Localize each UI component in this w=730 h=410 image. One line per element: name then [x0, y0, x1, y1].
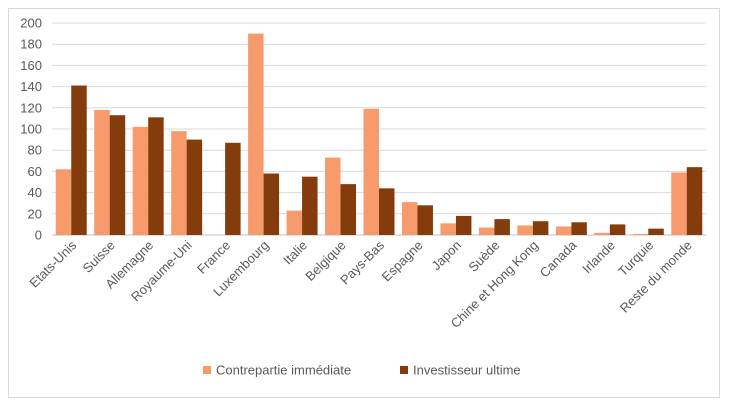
bar-investisseur-ultime — [340, 184, 357, 235]
bar-investisseur-ultime — [417, 205, 433, 235]
bar-investisseur-ultime — [686, 167, 703, 235]
bar-investisseur-ultime — [148, 117, 164, 235]
x-category-label: Etats-Unis — [26, 237, 79, 290]
bar-contrepartie-immediate — [248, 33, 264, 235]
bar-investisseur-ultime — [225, 142, 241, 235]
bar-contrepartie-immediate — [594, 232, 610, 235]
legend: Contrepartie immédiate Investisseur ultim… — [203, 363, 521, 378]
y-tick-label: 20 — [28, 206, 42, 221]
bars — [55, 33, 703, 235]
bar-contrepartie-immediate — [363, 108, 379, 235]
y-tick-label: 0 — [35, 228, 42, 243]
bar-contrepartie-immediate — [632, 233, 649, 235]
y-tick-label: 160 — [20, 58, 42, 73]
y-tick-label: 120 — [20, 100, 42, 115]
bar-contrepartie-immediate — [171, 131, 187, 235]
bar-contrepartie-immediate — [478, 227, 495, 235]
y-tick-label: 60 — [28, 164, 42, 179]
y-tick-label: 180 — [20, 37, 42, 52]
bar-contrepartie-immediate — [94, 109, 110, 235]
y-tick-label: 40 — [28, 185, 42, 200]
bar-contrepartie-immediate — [671, 172, 687, 235]
bar-investisseur-ultime — [571, 222, 587, 235]
x-category-label: Suède — [465, 238, 502, 275]
bar-contrepartie-immediate — [555, 226, 572, 235]
legend-swatch — [400, 366, 408, 374]
bar-investisseur-ultime — [532, 221, 549, 235]
x-category-label: Irlande — [579, 238, 618, 277]
bar-investisseur-ultime — [455, 215, 472, 235]
legend-label: Contrepartie immédiate — [216, 363, 351, 378]
bar-investisseur-ultime — [379, 188, 395, 235]
bar-investisseur-ultime — [71, 85, 87, 235]
x-category-label: Italie — [280, 238, 310, 268]
y-tick-label: 80 — [28, 143, 42, 158]
bar-contrepartie-immediate — [440, 223, 456, 235]
bar-investisseur-ultime — [109, 115, 126, 235]
bar-contrepartie-immediate — [55, 169, 72, 235]
bar-contrepartie-immediate — [325, 157, 341, 235]
y-axis-ticks: 0 20 40 60 80 100 120 140 160 180 200 — [20, 16, 42, 243]
y-tick-label: 140 — [20, 79, 42, 94]
y-tick-label: 100 — [20, 122, 42, 137]
bar-investisseur-ultime — [648, 228, 664, 235]
x-category-label: Japon — [428, 238, 464, 274]
bar-contrepartie-immediate — [132, 126, 149, 235]
x-category-label: Espagne — [379, 238, 426, 285]
x-category-label: Canada — [537, 237, 580, 280]
legend-swatch — [203, 366, 211, 374]
x-category-label: Reste du monde — [617, 238, 695, 316]
y-tick-label: 200 — [20, 16, 42, 31]
bar-investisseur-ultime — [186, 139, 203, 235]
bar-investisseur-ultime — [609, 224, 626, 235]
bar-contrepartie-immediate — [286, 210, 303, 235]
legend-label: Investisseur ultime — [413, 363, 521, 378]
bar-investisseur-ultime — [302, 176, 318, 235]
bar-contrepartie-immediate — [401, 202, 418, 235]
bar-investisseur-ultime — [494, 219, 510, 235]
bar-contrepartie-immediate — [517, 225, 533, 235]
bar-investisseur-ultime — [263, 173, 280, 235]
